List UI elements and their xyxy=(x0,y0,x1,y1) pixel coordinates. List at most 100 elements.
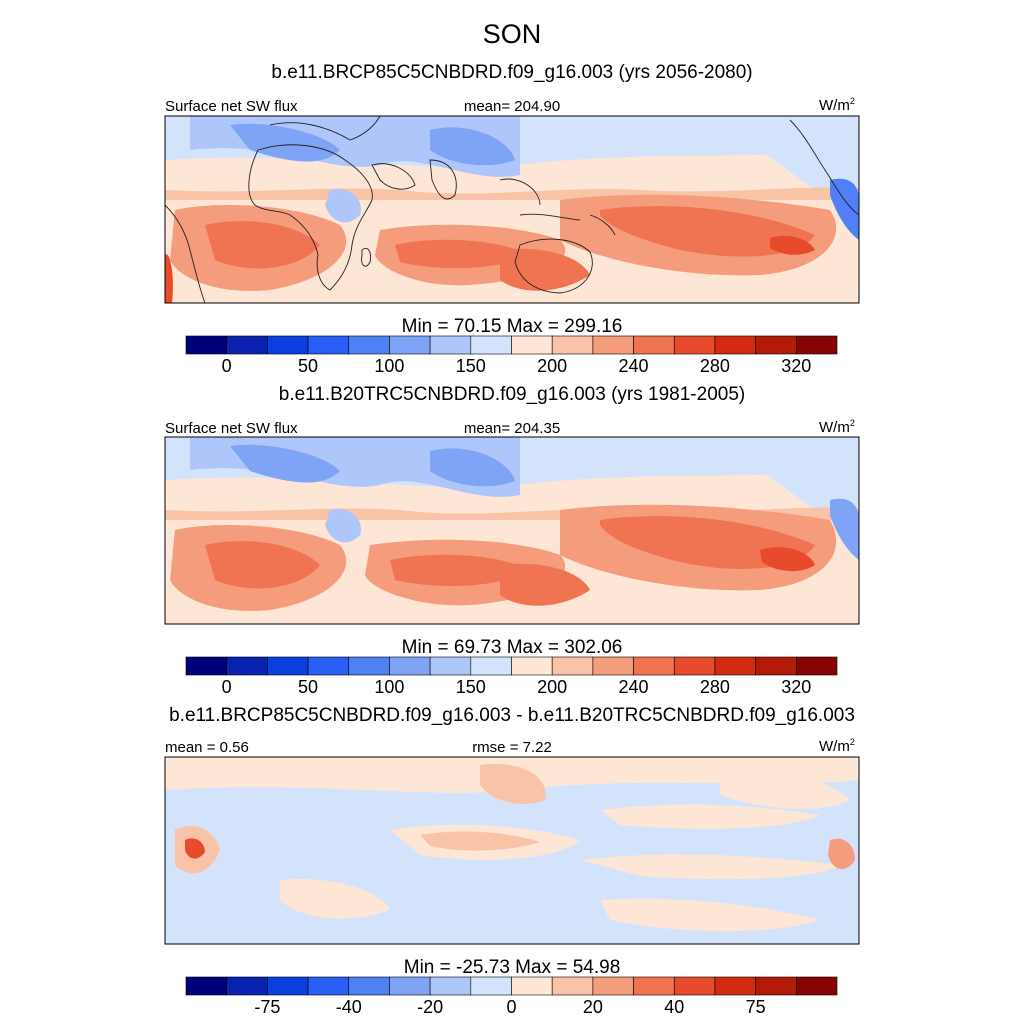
colorbar-tick-label: -40 xyxy=(335,997,362,1017)
panel-3-colorbar-cell xyxy=(755,976,797,996)
panel-2-colorbar-cell xyxy=(307,656,350,676)
panel-1-colorbar-cell xyxy=(511,335,553,355)
colorbar-tick-label: 75 xyxy=(745,997,766,1017)
coastlines xyxy=(165,116,859,303)
panel-3-rmse-label: rmse = 7.22 xyxy=(472,739,552,756)
panel-2-colorbar-cell xyxy=(511,656,553,676)
panel-3-colorbar-cell xyxy=(714,976,756,996)
colorbar-tick-label: 20 xyxy=(582,997,603,1017)
coastline-path xyxy=(514,238,593,294)
colorbar-tick-label: 0 xyxy=(221,677,232,697)
panel-1-mean-label: mean= 204.90 xyxy=(463,98,561,115)
panel-2-colorbar-cell xyxy=(470,656,512,676)
panel-2-colorbar-cell xyxy=(551,656,594,676)
panel-2-colorbar-cell xyxy=(633,656,675,676)
colorbar-tick-label: 320 xyxy=(781,677,812,697)
panel-2-colorbar-cell xyxy=(429,656,472,676)
colorbar-tick-label: 100 xyxy=(374,677,405,697)
panel-2-colorbar-cell xyxy=(714,656,756,676)
panel-1-colorbar-cell xyxy=(470,335,512,355)
panel-2-map xyxy=(165,437,859,624)
colorbar-tick-label: -20 xyxy=(417,997,444,1017)
panel-3-colorbar-cell xyxy=(592,976,634,996)
colorbar-tick-label: 100 xyxy=(374,356,405,376)
colorbar-tick-label: -75 xyxy=(254,997,281,1017)
coastline-path xyxy=(165,119,859,303)
panel-1-frame xyxy=(164,115,860,304)
panel-3-colorbar-cell xyxy=(185,976,227,996)
colorbar-tick-label: 240 xyxy=(618,356,649,376)
panel-1-colorbar-cell xyxy=(348,335,390,355)
panel-3-mean-label: mean = 0.56 xyxy=(165,739,249,756)
panel-2-colorbar-cell xyxy=(592,656,634,676)
panel-1-colorbar-cell xyxy=(429,335,472,355)
panel-3-title: b.e11.BRCP85C5CNBDRD.f09_g16.003 - b.e11… xyxy=(169,705,855,726)
panel-3-units: W/m2 xyxy=(819,737,855,755)
panel-3-colorbar-cell xyxy=(551,976,594,996)
panel-2-units: W/m2 xyxy=(819,418,855,436)
panel-2-colorbar-cell xyxy=(755,656,797,676)
coastline-path xyxy=(361,247,371,267)
panel-3-colorbar-cell xyxy=(226,976,268,996)
panel-2-title: b.e11.B20TRC5CNBDRD.f09_g16.003 (yrs 198… xyxy=(278,384,746,405)
colorbar-tick-label: 150 xyxy=(455,677,486,697)
panel-3-colorbar-cell xyxy=(389,976,431,996)
panel-1-colorbar-cell xyxy=(592,335,634,355)
panel-1-colorbar-cell xyxy=(551,335,594,355)
panel-2-colorbar-cell xyxy=(185,656,227,676)
panel-1-colorbar-cell xyxy=(267,335,309,355)
colorbar-tick-label: 0 xyxy=(221,356,232,376)
colorbar-tick-label: 50 xyxy=(298,677,319,697)
panel-3-colorbar-cell xyxy=(307,976,350,996)
colorbar-tick-label: 200 xyxy=(537,677,568,697)
panel-3-colorbar-cell xyxy=(673,976,716,996)
panel-2-left-label: Surface net SW flux xyxy=(165,420,298,437)
colorbar-tick-label: 200 xyxy=(537,356,568,376)
colorbar-tick-label: 280 xyxy=(699,677,730,697)
panel-2-colorbar-cell xyxy=(226,656,268,676)
coastline-path xyxy=(269,116,381,141)
panel-2-colorbar-cell xyxy=(348,656,390,676)
panel-3-colorbar-cell xyxy=(633,976,675,996)
coastline-path xyxy=(499,178,616,236)
figure-title: SON xyxy=(482,19,542,49)
panel-3-map xyxy=(165,757,859,944)
panel-2-mean-label: mean= 204.35 xyxy=(463,420,561,437)
panel-3-colorbar-cell xyxy=(267,976,309,996)
panel-1-map xyxy=(165,116,859,303)
panel-3-colorbar-cell xyxy=(348,976,390,996)
panel-1-colorbar-cell xyxy=(185,335,227,355)
panel-3-frame xyxy=(164,756,860,945)
panel-1-colorbar-cell xyxy=(755,335,797,355)
panel-1-colorbar-cell xyxy=(307,335,350,355)
colorbar-tick-label: 320 xyxy=(781,356,812,376)
panel-1-units: W/m2 xyxy=(819,96,855,114)
coastline-path xyxy=(371,159,457,200)
panel-1-colorbar-cell xyxy=(226,335,268,355)
panel-2-colorbar-cell xyxy=(796,656,838,676)
colorbar-tick-label: 50 xyxy=(298,356,319,376)
panel-1-stats: Min = 70.15 Max = 299.16 xyxy=(401,316,623,337)
panel-1-colorbar-cell xyxy=(673,335,716,355)
panel-2-colorbar-cell xyxy=(673,656,716,676)
panel-2-frame xyxy=(164,436,860,625)
panel-3-colorbar-cell xyxy=(796,976,838,996)
panel-1-colorbar-cell xyxy=(389,335,431,355)
coastline-path xyxy=(248,144,373,291)
colorbar-tick-label: 150 xyxy=(455,356,486,376)
colorbars xyxy=(185,335,838,996)
colorbar-tick-label: 0 xyxy=(506,997,517,1017)
panel-1-colorbar-cell xyxy=(796,335,838,355)
panel-1-left-label: Surface net SW flux xyxy=(165,98,298,115)
colorbar-tick-label: 240 xyxy=(618,677,649,697)
panel-3-stats: Min = -25.73 Max = 54.98 xyxy=(403,957,621,978)
panel-1-coastlines xyxy=(165,116,859,303)
panel-3-colorbar-cell xyxy=(429,976,472,996)
panel-1-title: b.e11.BRCP85C5CNBDRD.f09_g16.003 (yrs 20… xyxy=(271,62,753,83)
panel-3-colorbar-cell xyxy=(470,976,512,996)
panel-1-colorbar-cell xyxy=(633,335,675,355)
colorbar-tick-label: 280 xyxy=(699,356,730,376)
panel-2-colorbar-cell xyxy=(389,656,431,676)
panel-1-colorbar-cell xyxy=(714,335,756,355)
